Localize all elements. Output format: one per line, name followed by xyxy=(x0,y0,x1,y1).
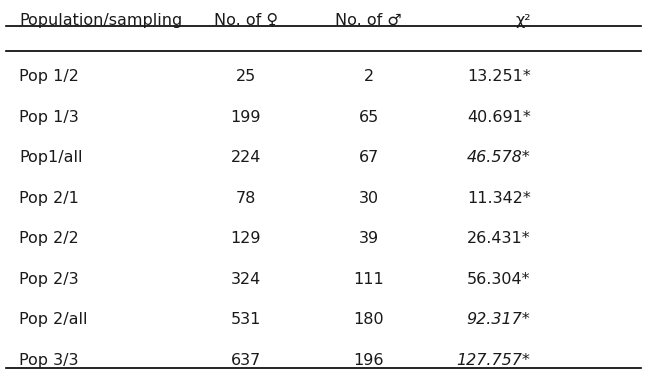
Text: 25: 25 xyxy=(236,69,256,84)
Text: Pop 2/2: Pop 2/2 xyxy=(19,231,79,246)
Text: 196: 196 xyxy=(353,353,384,368)
Text: 111: 111 xyxy=(353,272,384,287)
Text: Pop 3/3: Pop 3/3 xyxy=(19,353,79,368)
Text: 199: 199 xyxy=(230,110,261,125)
Text: 2: 2 xyxy=(364,69,374,84)
Text: χ²: χ² xyxy=(515,13,531,28)
Text: 531: 531 xyxy=(231,312,261,327)
Text: No. of ♂: No. of ♂ xyxy=(335,13,402,28)
Text: 65: 65 xyxy=(358,110,379,125)
Text: 46.578*: 46.578* xyxy=(466,150,531,165)
Text: 56.304*: 56.304* xyxy=(467,272,531,287)
Text: 92.317*: 92.317* xyxy=(466,312,531,327)
Text: Pop 2/3: Pop 2/3 xyxy=(19,272,79,287)
Text: Pop 1/2: Pop 1/2 xyxy=(19,69,80,84)
Text: Pop 1/3: Pop 1/3 xyxy=(19,110,79,125)
Text: 39: 39 xyxy=(358,231,379,246)
Text: 324: 324 xyxy=(231,272,261,287)
Text: Pop 2/all: Pop 2/all xyxy=(19,312,88,327)
Text: 13.251*: 13.251* xyxy=(466,69,531,84)
Text: 78: 78 xyxy=(236,191,256,206)
Text: Population/sampling: Population/sampling xyxy=(19,13,182,28)
Text: 180: 180 xyxy=(353,312,384,327)
Text: Pop1/all: Pop1/all xyxy=(19,150,83,165)
Text: 30: 30 xyxy=(358,191,379,206)
Text: No. of ♀: No. of ♀ xyxy=(214,13,278,28)
Text: 67: 67 xyxy=(358,150,379,165)
Text: Pop 2/1: Pop 2/1 xyxy=(19,191,80,206)
Text: 127.757*: 127.757* xyxy=(457,353,531,368)
Text: 40.691*: 40.691* xyxy=(466,110,531,125)
Text: 129: 129 xyxy=(230,231,261,246)
Text: 11.342*: 11.342* xyxy=(466,191,531,206)
Text: 26.431*: 26.431* xyxy=(467,231,531,246)
Text: 224: 224 xyxy=(231,150,261,165)
Text: 637: 637 xyxy=(231,353,261,368)
